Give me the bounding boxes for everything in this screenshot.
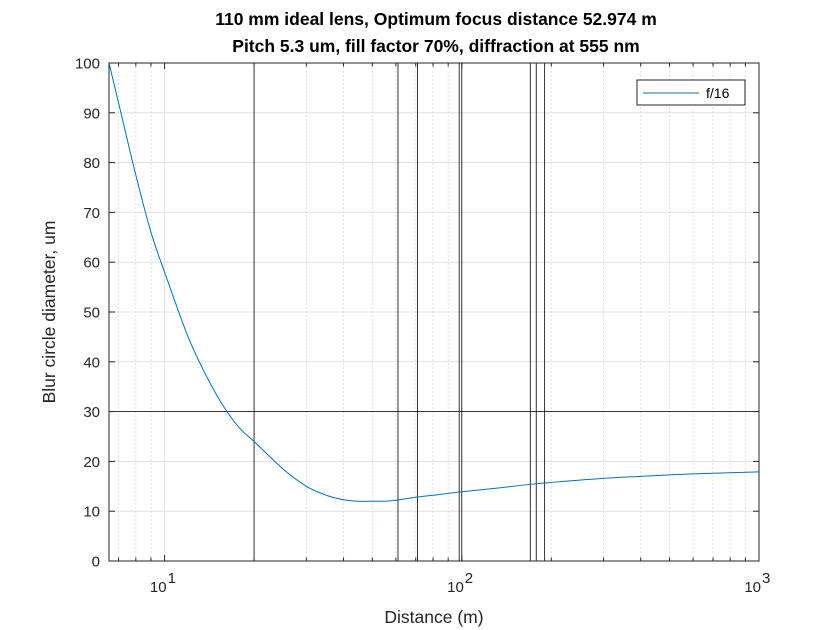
y-tick-label: 100	[75, 56, 100, 73]
x-tick-label-exponent: 2	[465, 570, 473, 587]
y-tick-label: 0	[92, 554, 100, 571]
y-tick-label: 60	[83, 255, 100, 272]
x-tick-label-base: 10	[744, 579, 761, 596]
legend-label: f/16	[706, 85, 730, 101]
major-grid	[109, 62, 759, 562]
y-tick-label: 20	[83, 454, 100, 471]
y-tick-label: 10	[83, 504, 100, 521]
chart-subtitle: Pitch 5.3 um, fill factor 70%, diffracti…	[232, 36, 639, 56]
y-tick-label: 50	[83, 305, 100, 322]
y-tick-label: 70	[83, 205, 100, 222]
chart-title: 110 mm ideal lens, Optimum focus distanc…	[215, 9, 657, 29]
series-line	[108, 62, 760, 502]
axis-ticks	[109, 62, 760, 562]
y-tick-label: 80	[83, 155, 100, 172]
x-tick-label-exponent: 3	[762, 570, 770, 587]
x-tick-label-base: 10	[150, 579, 167, 596]
y-tick-label: 90	[83, 105, 100, 122]
series-group	[108, 62, 760, 502]
y-tick-labels: 0 10 20 30 40 50 60 70 80 90 100	[75, 56, 100, 571]
x-tick-label: 102	[447, 570, 473, 596]
x-tick-label: 101	[150, 570, 176, 596]
legend: f/16	[636, 79, 746, 106]
y-tick-label: 30	[83, 404, 100, 421]
x-axis-label: Distance (m)	[384, 607, 483, 627]
x-tick-label-exponent: 1	[168, 570, 176, 587]
x-tick-label: 103	[744, 570, 770, 596]
y-axis-label: Blur circle diameter, um	[39, 221, 59, 404]
y-tick-label: 40	[83, 354, 100, 371]
x-tick-label-base: 10	[447, 579, 464, 596]
reference-lines	[109, 63, 759, 561]
